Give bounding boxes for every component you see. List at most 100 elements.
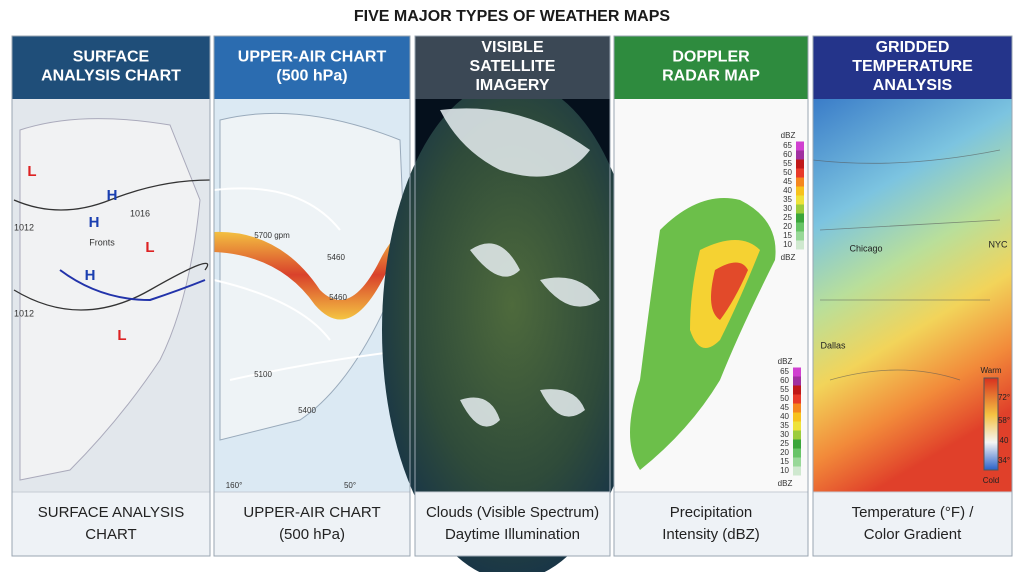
panel-caption-box (613, 491, 809, 557)
panel-header-text: SURFACE (73, 49, 150, 66)
panel-header-text: RADAR MAP (662, 68, 760, 85)
legend-label: 15 (783, 231, 792, 240)
legend-label: 50 (783, 168, 792, 177)
panel-header-text: ANALYSIS (873, 77, 953, 94)
temp-legend-bar (983, 377, 999, 471)
panel-caption: SURFACE ANALYSIS (38, 504, 184, 521)
panel-caption: (500 hPa) (279, 526, 345, 543)
legend-swatch (793, 385, 801, 395)
front (59, 269, 206, 302)
legend-unit: dBZ (778, 479, 793, 488)
map-label: 5460 (327, 253, 345, 262)
panel-header (813, 36, 1012, 99)
legend-label: 55 (783, 159, 792, 168)
earth (382, 80, 642, 577)
panel-header-text: (500 hPa) (276, 68, 347, 85)
legend-unit: dBZ (781, 253, 796, 262)
panel-caption: Temperature (°F) / (852, 504, 975, 521)
legend-swatch (793, 394, 801, 404)
map-label: 5100 (254, 370, 272, 379)
legend-swatch (796, 222, 804, 232)
map-label: Fronts (89, 237, 115, 247)
panel-frame (213, 35, 411, 557)
panel-header (614, 36, 808, 99)
panel-caption-box (414, 491, 611, 557)
panel-caption-box (11, 491, 211, 557)
panel-header-text: SATELLITE (470, 58, 556, 75)
legend-label: 55 (780, 385, 789, 394)
panel-caption: Precipitation (670, 504, 753, 521)
legend-swatch (793, 439, 801, 449)
map-label: 1012 (14, 222, 34, 232)
map-label: 5460 (329, 293, 347, 302)
map-label: 1012 (14, 308, 34, 318)
legend-label: 72° (998, 393, 1010, 402)
panel-frame (414, 35, 611, 557)
legend-label: 20 (783, 222, 792, 231)
legend-label: 34° (998, 456, 1010, 465)
legend-label: 15 (780, 457, 789, 466)
legend-label: 50 (780, 394, 789, 403)
legend-label: 35 (783, 195, 792, 204)
panel-header-text: IMAGERY (475, 77, 549, 94)
isobars (13, 179, 211, 311)
map-label: 1016 (130, 208, 150, 218)
clouds (440, 108, 600, 427)
legend-swatch (793, 466, 801, 476)
legend-label: 40 (1000, 436, 1009, 445)
panel-caption: Clouds (Visible Spectrum) (426, 504, 599, 521)
legend-swatch (796, 231, 804, 241)
map-label: L (117, 327, 126, 344)
map-label: L (27, 163, 36, 180)
legend-unit: dBZ (781, 131, 796, 140)
legend-swatch (793, 457, 801, 467)
land (19, 118, 201, 481)
map-label: H (89, 214, 100, 231)
panel-caption: Intensity (dBZ) (662, 526, 760, 543)
legend-swatch (793, 403, 801, 413)
legend-swatch (796, 150, 804, 160)
legend-swatch (793, 412, 801, 422)
panel-caption: Daytime Illumination (445, 526, 580, 543)
legend-label: 10 (783, 240, 792, 249)
panel-caption: CHART (85, 526, 136, 543)
legend-swatch (793, 448, 801, 458)
panel-header-text: DOPPLER (672, 49, 750, 66)
title: FIVE MAJOR TYPES OF WEATHER MAPS (354, 8, 671, 25)
legend-label: 20 (780, 448, 789, 457)
legend-label: 45 (783, 177, 792, 186)
panel-caption-box (812, 491, 1013, 557)
panel-header (415, 36, 610, 99)
legend-swatch (796, 213, 804, 223)
borders (812, 149, 1001, 381)
legend-label: 65 (780, 367, 789, 376)
panel-header-text: GRIDDED (876, 39, 950, 56)
legend-label: 10 (780, 466, 789, 475)
legend-swatch (796, 168, 804, 178)
city-label: Dallas (820, 340, 846, 350)
panel-header (12, 36, 210, 99)
legend-swatch (793, 367, 801, 377)
panel-header-text: TEMPERATURE (852, 58, 973, 75)
legend-label: 65 (783, 141, 792, 150)
legend-label: 60 (783, 150, 792, 159)
temperature-map (813, 99, 1012, 492)
legend-label: 60 (780, 376, 789, 385)
legend-label: 30 (783, 204, 792, 213)
map-label: 5700 gpm (254, 231, 290, 240)
legend-label: 25 (780, 439, 789, 448)
panel-header (214, 36, 410, 99)
map-label: H (85, 267, 96, 284)
legend-swatch (796, 204, 804, 214)
maps (12, 80, 1012, 577)
legend-swatch (796, 240, 804, 250)
city-label: Chicago (849, 243, 882, 253)
panel-caption-box (213, 491, 411, 557)
legend-label: 40 (780, 412, 789, 421)
panel-header-text: VISIBLE (481, 39, 544, 56)
legend-swatch (793, 421, 801, 431)
city-label: NYC (988, 239, 1008, 249)
map-label: 50° (344, 481, 356, 490)
jet-stream (214, 230, 410, 320)
